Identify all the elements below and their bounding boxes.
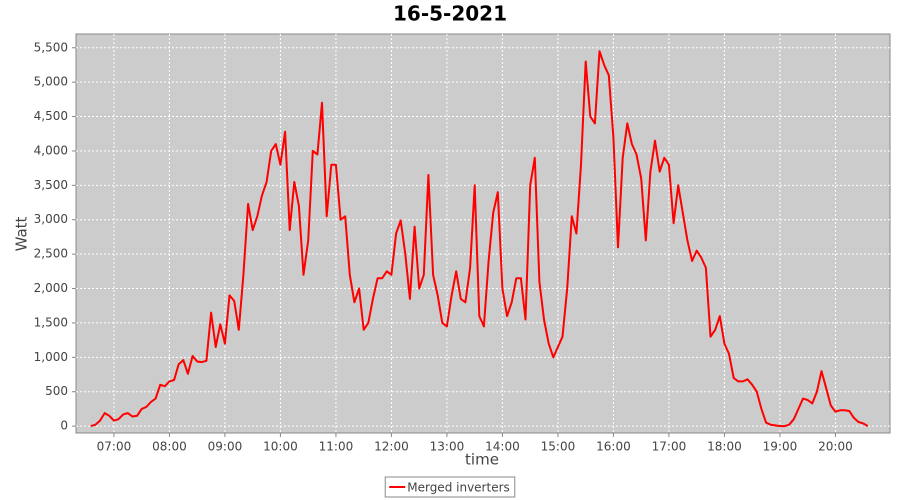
- y-tick-label: 1,500: [34, 315, 68, 329]
- y-tick-label: 5,000: [34, 75, 68, 89]
- y-tick-label: 3,500: [34, 178, 68, 192]
- y-tick-label: 500: [45, 384, 68, 398]
- x-axis-label: time: [465, 451, 499, 469]
- y-tick-label: 0: [60, 419, 68, 433]
- legend-box: [384, 476, 516, 498]
- x-tick-label: 15:00: [541, 440, 576, 454]
- chart-title: 16-5-2021: [393, 2, 507, 26]
- y-tick-label: 4,500: [34, 109, 68, 123]
- y-axis-label: Watt: [13, 216, 31, 251]
- legend-label: Merged inverters: [407, 481, 510, 495]
- y-tick-label: 2,000: [34, 281, 68, 295]
- x-tick-label: 14:00: [485, 440, 520, 454]
- x-tick-label: 10:00: [263, 440, 298, 454]
- x-tick-label: 08:00: [152, 440, 187, 454]
- x-tick-label: 07:00: [97, 440, 132, 454]
- y-tick-label: 1,000: [34, 350, 68, 364]
- x-tick-label: 17:00: [652, 440, 687, 454]
- x-tick-label: 09:00: [208, 440, 243, 454]
- x-tick-label: 18:00: [707, 440, 742, 454]
- y-tick-label: 3,000: [34, 212, 68, 226]
- y-tick-label: 4,000: [34, 143, 68, 157]
- y-tick-label: 5,500: [34, 40, 68, 54]
- x-tick-label: 19:00: [763, 440, 798, 454]
- x-tick-label: 11:00: [319, 440, 354, 454]
- y-tick-label: 2,500: [34, 247, 68, 261]
- plot-area: [75, 33, 891, 434]
- x-tick-label: 13:00: [430, 440, 465, 454]
- line-series: [90, 50, 869, 428]
- x-tick-label: 16:00: [596, 440, 631, 454]
- x-tick-label: 12:00: [374, 440, 409, 454]
- x-tick-label: 20:00: [818, 440, 853, 454]
